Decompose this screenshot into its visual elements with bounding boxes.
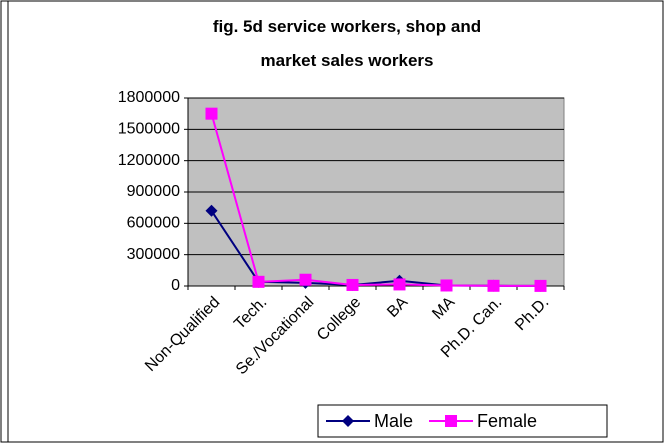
y-tick-label: 1800000 <box>118 89 180 106</box>
point <box>346 278 359 291</box>
y-tick-label: 1200000 <box>118 152 180 169</box>
chart-title: fig. 5d service workers, shop and market… <box>212 17 482 70</box>
y-tick-label: 900000 <box>127 183 180 200</box>
point <box>440 279 453 292</box>
legend-label: Male <box>374 411 413 431</box>
y-tick-label: 300000 <box>127 246 180 263</box>
point <box>205 204 218 217</box>
y-tick-label: 0 <box>171 277 180 294</box>
point <box>252 275 265 288</box>
point <box>393 278 406 291</box>
point <box>205 107 218 120</box>
point <box>299 273 312 286</box>
legend-marker <box>445 415 458 427</box>
point <box>487 279 500 292</box>
legend-label: Female <box>477 411 537 431</box>
legend-marker <box>342 415 354 427</box>
y-tick-label: 1500000 <box>118 121 180 138</box>
point <box>534 279 547 292</box>
series-line <box>210 113 541 287</box>
y-tick-label: 600000 <box>127 215 180 232</box>
